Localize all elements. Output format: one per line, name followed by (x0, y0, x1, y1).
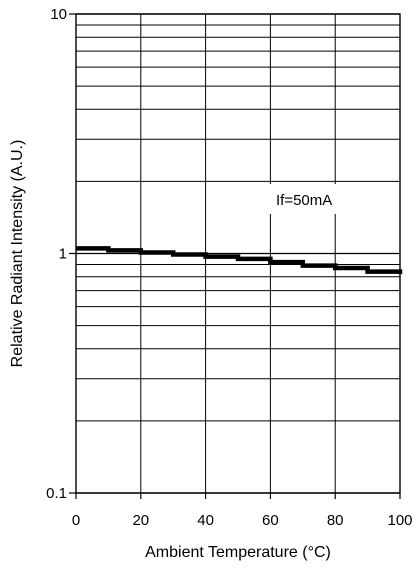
x-axis-ticks: 0 20 40 60 80 100 (72, 493, 413, 529)
y-tick-label: 0.1 (46, 485, 67, 502)
annotation-background (268, 184, 360, 214)
grid (75, 13, 401, 494)
x-tick-label: 60 (262, 512, 279, 529)
x-tick-label: 80 (327, 512, 344, 529)
y-tick-label: 10 (50, 6, 67, 23)
y-axis-ticks: 0.1 1 10 (46, 6, 76, 502)
y-tick-label: 1 (59, 246, 67, 263)
x-axis-label: Ambient Temperature (°C) (145, 544, 331, 561)
annotation-label: If=50mA (276, 192, 332, 209)
x-tick-label: 20 (132, 512, 149, 529)
x-tick-label: 100 (387, 512, 412, 529)
series-line (76, 246, 403, 275)
x-tick-label: 0 (72, 512, 80, 529)
y-axis-label: Relative Radiant Intensity (A.U.) (9, 140, 26, 368)
x-tick-label: 40 (197, 512, 214, 529)
